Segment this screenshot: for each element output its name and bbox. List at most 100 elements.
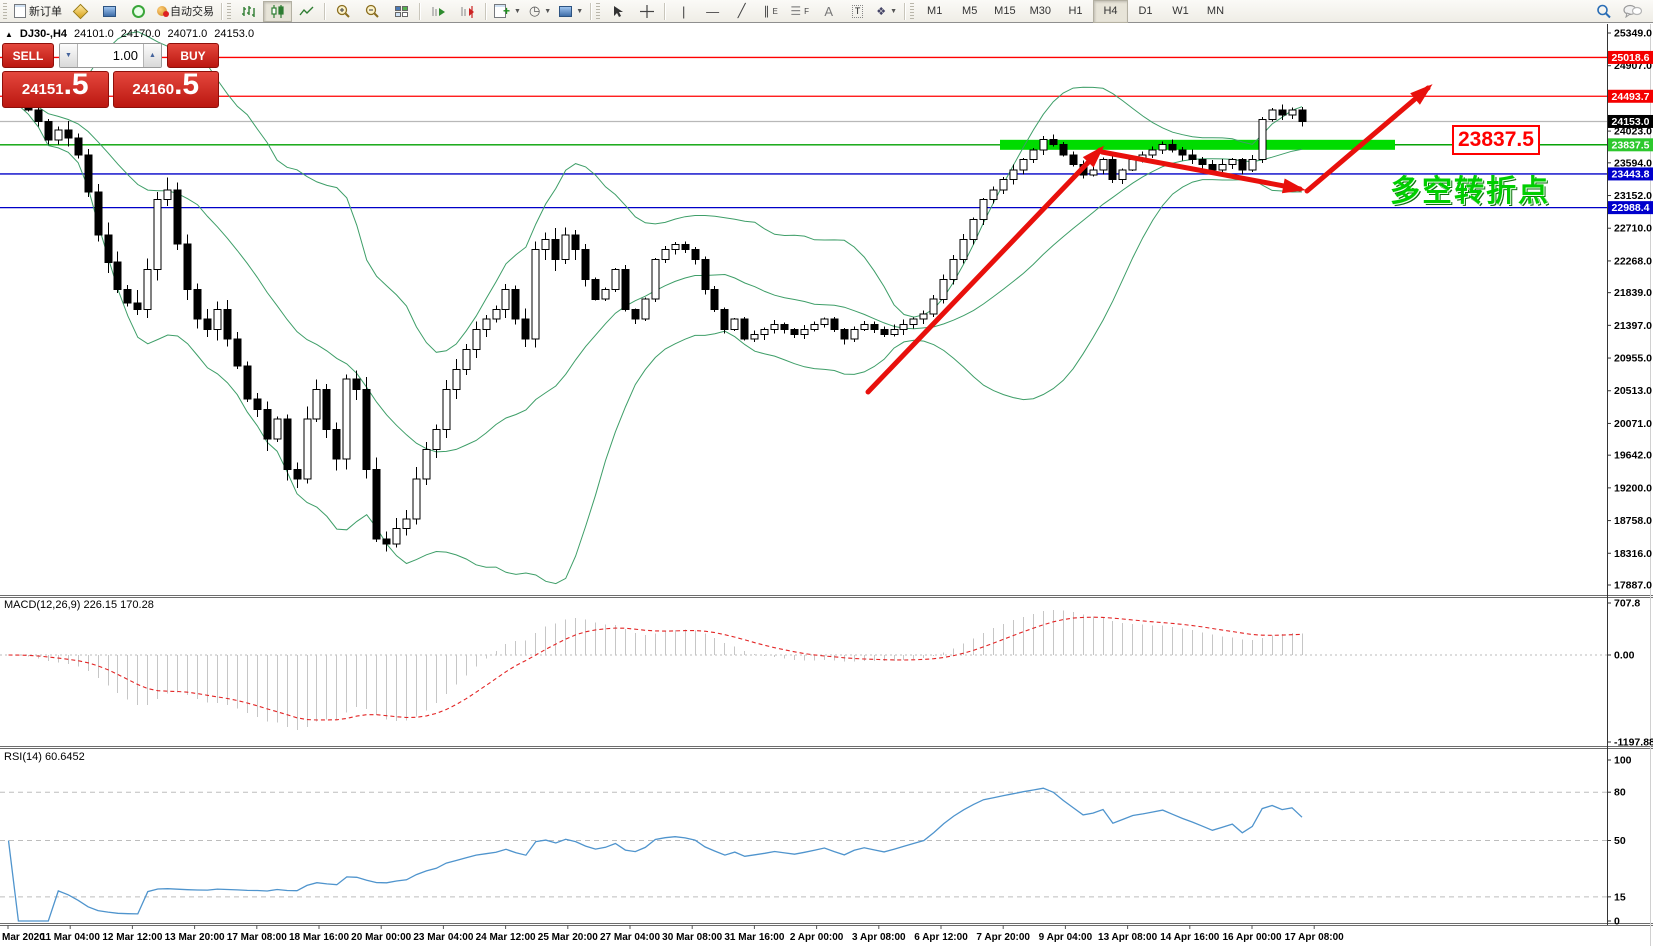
svg-text:22268.0: 22268.0 [1614, 255, 1652, 267]
text-tool-button[interactable]: A [814, 1, 843, 22]
svg-text:11 Mar 04:00: 11 Mar 04:00 [40, 932, 100, 943]
candlestick-chart-button[interactable] [263, 0, 292, 22]
svg-text:24 Mar 12:00: 24 Mar 12:00 [476, 932, 536, 943]
volume-input[interactable] [78, 44, 143, 67]
svg-text:24153.0: 24153.0 [1612, 116, 1650, 128]
svg-text:16 Apr 00:00: 16 Apr 00:00 [1222, 932, 1282, 943]
candlestick-chart-icon [271, 4, 284, 18]
volume-increase-button[interactable]: ▲ [143, 44, 161, 67]
line-chart-icon [299, 6, 314, 15]
timeframe-w1-button[interactable]: W1 [1172, 5, 1189, 17]
zoom-out-button[interactable] [358, 1, 387, 22]
periodicity-button[interactable]: ◷ ▼ [525, 1, 555, 22]
auto-scroll-button[interactable] [424, 1, 453, 22]
chat-button[interactable] [1618, 1, 1647, 22]
timeframe-h4-button[interactable]: H4 [1092, 0, 1128, 23]
toolbar-grip[interactable] [227, 3, 231, 19]
svg-text:3 Apr 08:00: 3 Apr 08:00 [852, 932, 906, 943]
turning-point-annotation[interactable]: 多空转折点 [1390, 175, 1550, 208]
timeframe-h1-button[interactable]: H1 [1068, 5, 1083, 17]
new-order-button[interactable]: 新订单 [10, 1, 66, 22]
sell-button[interactable]: SELL [2, 43, 54, 68]
text-label-tool-button[interactable]: T [843, 1, 872, 22]
market-watch-icon [103, 5, 116, 17]
svg-text:80: 80 [1614, 787, 1626, 799]
svg-text:24023.0: 24023.0 [1614, 126, 1652, 138]
buy-price-pips: .5 [174, 68, 200, 101]
svg-text:27 Mar 04:00: 27 Mar 04:00 [600, 932, 660, 943]
svg-text:12 Mar 12:00: 12 Mar 12:00 [102, 932, 162, 943]
svg-text:707.8: 707.8 [1614, 598, 1640, 610]
svg-text:20955.0: 20955.0 [1614, 353, 1652, 365]
new-chart-button[interactable]: + ▼ [490, 1, 525, 22]
svg-text:23594.0: 23594.0 [1614, 157, 1652, 169]
timeframe-d1-button[interactable]: D1 [1138, 5, 1153, 17]
svg-text:17 Apr 08:00: 17 Apr 08:00 [1285, 932, 1345, 943]
volume-decrease-button[interactable]: ▼ [60, 44, 78, 67]
sell-price-button[interactable]: 24151.5 [2, 70, 109, 108]
tile-windows-button[interactable] [387, 1, 416, 22]
toolbar-grip[interactable] [910, 3, 915, 19]
indicators-icon [559, 5, 573, 17]
toolbar-grip[interactable] [3, 3, 7, 19]
new-chart-icon [494, 4, 506, 18]
cursor-tool-button[interactable] [603, 1, 632, 22]
svg-text:2 Apr 00:00: 2 Apr 00:00 [790, 932, 844, 943]
autotrading-button[interactable]: 自动交易 [153, 1, 218, 22]
buy-button[interactable]: BUY [167, 43, 219, 68]
svg-text:24493.7: 24493.7 [1612, 91, 1650, 103]
market-watch-button[interactable] [95, 1, 124, 22]
timeframe-m5-button[interactable]: M5 [962, 5, 978, 17]
indicators-button[interactable]: ▼ [555, 1, 587, 22]
arrows-tool-button[interactable]: ❖ ▼ [872, 1, 901, 22]
search-button[interactable] [1589, 1, 1618, 22]
crosshair-tool-button[interactable] [632, 1, 661, 22]
trendline-icon: ╱ [737, 3, 746, 18]
fibonacci-icon: ☰ [790, 4, 802, 18]
chart-shift-button[interactable] [453, 1, 482, 22]
tile-windows-icon [395, 5, 408, 17]
text-label-icon: T [851, 4, 864, 18]
timeframe-m15-button[interactable]: M15 [994, 5, 1016, 17]
collapse-triangle-icon[interactable]: ▲ [5, 29, 13, 39]
line-chart-button[interactable] [292, 1, 321, 22]
autotrading-icon [157, 6, 169, 17]
equidistant-channel-icon: ∥ [763, 4, 770, 18]
channel-tool-button[interactable]: ∥ E [756, 1, 785, 22]
svg-text:30 Mar 08:00: 30 Mar 08:00 [662, 932, 722, 943]
svg-text:20071.0: 20071.0 [1614, 418, 1652, 430]
zoom-out-icon [365, 4, 379, 18]
svg-text:6 Apr 12:00: 6 Apr 12:00 [914, 932, 968, 943]
vertical-line-tool-button[interactable]: | [669, 1, 698, 22]
timeframe-mn-button[interactable]: MN [1206, 5, 1225, 17]
horizontal-line-tool-button[interactable]: — [698, 1, 727, 22]
svg-text:21839.0: 21839.0 [1614, 287, 1652, 299]
timeframe-m1-button[interactable]: M1 [927, 5, 943, 17]
svg-text:20 Mar 00:00: 20 Mar 00:00 [351, 932, 411, 943]
signals-button[interactable] [124, 1, 153, 22]
toolbar-grip[interactable] [596, 3, 601, 19]
arrows-icon: ❖ [876, 5, 887, 18]
timeframe-toolbar: M1 M5 M15 M30 H1 H4 D1 W1 MN [917, 0, 1233, 23]
signals-icon [132, 4, 145, 18]
plus-icon: + [503, 4, 511, 18]
zoom-in-button[interactable] [329, 1, 358, 22]
buy-price-button[interactable]: 24160.5 [112, 68, 219, 108]
crosshair-icon [639, 4, 654, 18]
svg-text:50: 50 [1614, 835, 1626, 847]
toolbar-separator [221, 2, 223, 20]
svg-text:25349.0: 25349.0 [1614, 28, 1652, 40]
bar-chart-button[interactable] [234, 1, 263, 22]
timeframe-m30-button[interactable]: M30 [1029, 5, 1051, 17]
svg-text:13 Apr 08:00: 13 Apr 08:00 [1098, 932, 1158, 943]
svg-text:0.00: 0.00 [1614, 650, 1635, 662]
resistance-price-label[interactable]: 23837.5 [1452, 125, 1540, 155]
charts-button[interactable] [66, 1, 95, 22]
buy-price-main: 24160 [132, 81, 175, 98]
trendline-tool-button[interactable]: ╱ [727, 1, 756, 22]
toolbar-separator [590, 2, 593, 20]
chat-icon [1623, 4, 1642, 18]
chart-shift-icon [461, 5, 474, 18]
fibonacci-tool-button[interactable]: ☰ F [785, 1, 814, 22]
